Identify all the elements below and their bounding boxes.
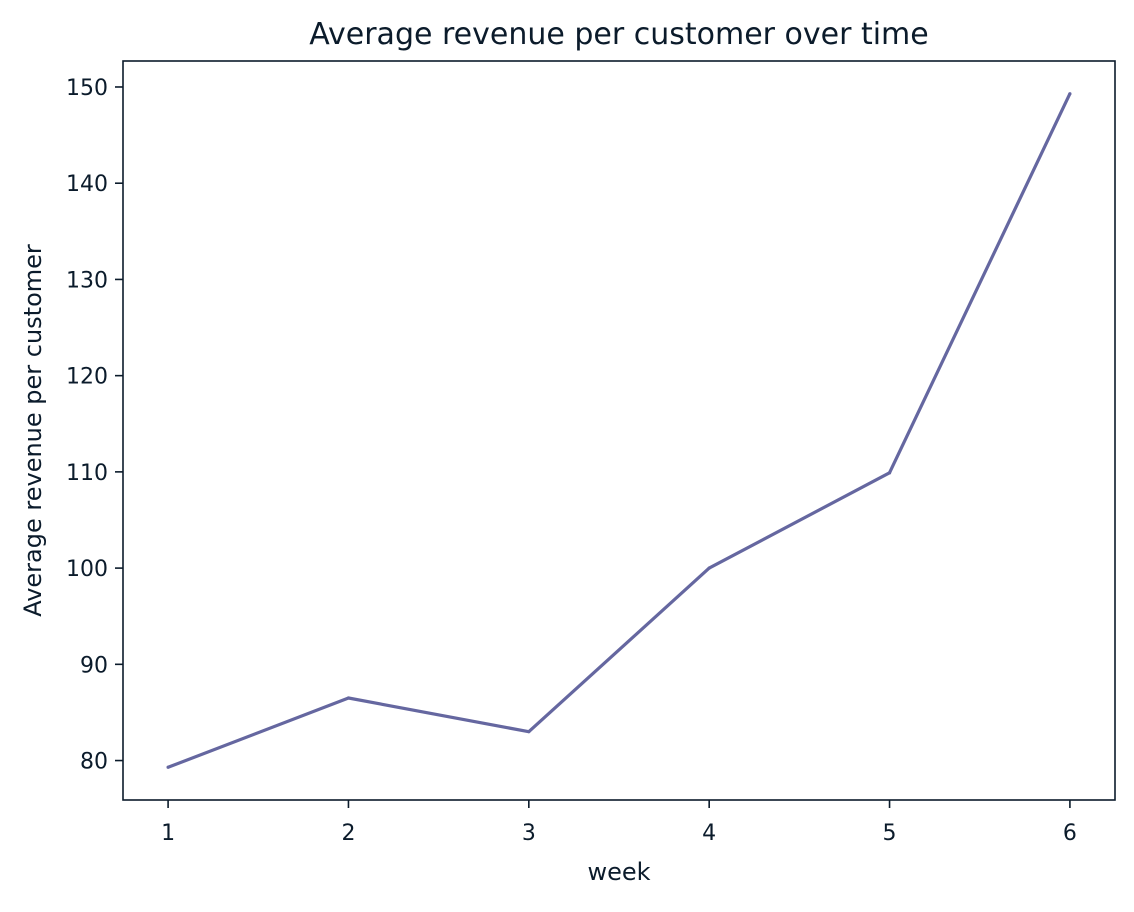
x-tick-label: 6 <box>1063 821 1077 846</box>
y-tick-label: 90 <box>80 653 108 678</box>
y-tick-label: 150 <box>66 76 108 101</box>
data-point <box>166 765 170 769</box>
x-axis-label: week <box>587 858 650 886</box>
series-line <box>167 93 1072 769</box>
y-tick-label: 140 <box>66 172 108 197</box>
series-layer <box>166 92 1072 769</box>
x-tick-label: 4 <box>702 821 716 846</box>
y-tick-label: 100 <box>66 557 108 582</box>
x-tick-label: 3 <box>522 821 536 846</box>
data-point <box>527 730 531 734</box>
data-point <box>707 566 711 570</box>
y-tick-label: 120 <box>66 365 108 390</box>
x-tick-label: 2 <box>341 821 355 846</box>
data-point <box>346 696 351 700</box>
data-point <box>887 471 892 475</box>
y-tick-label: 110 <box>66 461 108 486</box>
ticks-layer: 1 2 3 4 5 6 80 90 100 110 120 130 140 150 <box>66 76 1077 846</box>
plot-frame <box>122 60 1116 801</box>
y-axis-label: Average revenue per customer <box>19 244 47 617</box>
x-tick-label: 5 <box>883 821 897 846</box>
y-tick-label: 80 <box>80 750 108 775</box>
y-tick-label: 130 <box>66 268 108 293</box>
chart-title: Average revenue per customer over time <box>309 17 928 52</box>
x-tick-label: 1 <box>161 821 175 846</box>
data-point <box>1068 92 1072 96</box>
